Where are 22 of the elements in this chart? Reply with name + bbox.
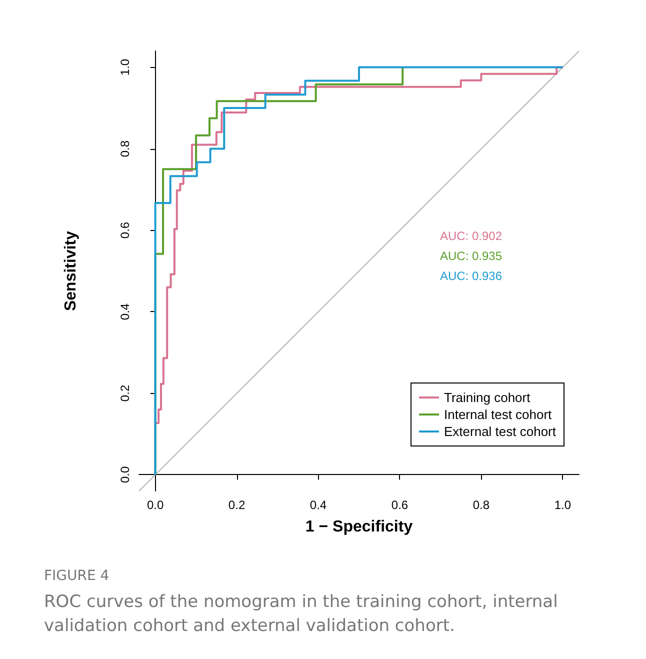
legend-label: External test cohort bbox=[444, 424, 556, 439]
x-axis-title: 1 − Specificity bbox=[305, 518, 413, 536]
y-tick-label: 0.4 bbox=[118, 303, 132, 320]
x-tick-label: 1.0 bbox=[554, 498, 572, 512]
y-tick-label: 0.6 bbox=[118, 222, 132, 239]
annotation: AUC: 0.902 bbox=[440, 229, 502, 243]
x-tick-label: 0.0 bbox=[146, 498, 164, 512]
annotation: AUC: 0.936 bbox=[440, 269, 502, 283]
y-tick-label: 0.0 bbox=[118, 466, 132, 484]
x-tick-label: 0.6 bbox=[391, 498, 408, 512]
y-tick-label: 0.8 bbox=[118, 140, 132, 158]
caption: FIGURE 4 bbox=[44, 568, 110, 584]
x-tick-label: 0.4 bbox=[310, 498, 327, 512]
y-axis-title: Sensitivity bbox=[62, 230, 80, 312]
legend-label: Training cohort bbox=[444, 390, 531, 405]
y-tick-label: 0.2 bbox=[118, 384, 132, 402]
x-tick-label: 0.2 bbox=[228, 498, 246, 512]
x-tick-label: 0.8 bbox=[472, 498, 490, 512]
text: ROC curves of the nomogram in the training cohort, internal validation cohort and external validation cohort. bbox=[44, 591, 559, 638]
annotation: AUC: 0.935 bbox=[440, 249, 502, 263]
legend-label: Internal test cohort bbox=[444, 407, 552, 422]
y-tick-label: 1.0 bbox=[118, 58, 132, 76]
